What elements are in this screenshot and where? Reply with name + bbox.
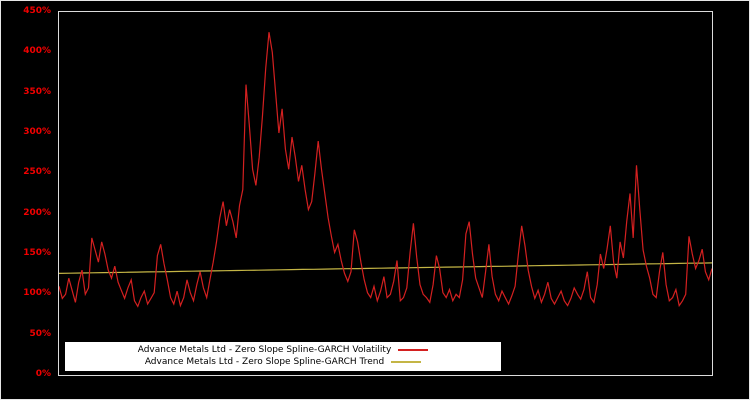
y-tick-label: 450% [23,6,51,16]
y-tick-label: 150% [23,248,51,258]
legend: Advance Metals Ltd - Zero Slope Spline-G… [65,342,501,371]
legend-row: Advance Metals Ltd - Zero Slope Spline-G… [65,356,501,368]
legend-row: Advance Metals Ltd - Zero Slope Spline-G… [65,344,501,356]
plot-svg [59,32,712,308]
legend-line-sample [391,361,422,363]
y-tick-label: 50% [29,328,51,339]
y-axis-ticks: 0% 50% 100% 150% 200% 250% 300% 350% 400% 450% [1,6,53,379]
y-tick-label: 250% [23,167,51,178]
y-tick-label: 400% [23,46,51,57]
y-tick-label: 300% [23,127,51,137]
legend-line-sample [398,349,429,351]
legend-label: Advance Metals Ltd - Zero Slope Spline-G… [137,345,392,355]
plot-area: Advance Metals Ltd - Zero Slope Spline-G… [58,11,713,376]
y-tick-label: 0% [35,369,51,379]
y-tick-label: 200% [23,207,51,218]
legend-label: Advance Metals Ltd - Zero Slope Spline-G… [144,357,385,367]
y-tick-label: 350% [23,86,51,97]
y-tick-label: 100% [23,288,51,299]
volatility-line [59,32,712,308]
